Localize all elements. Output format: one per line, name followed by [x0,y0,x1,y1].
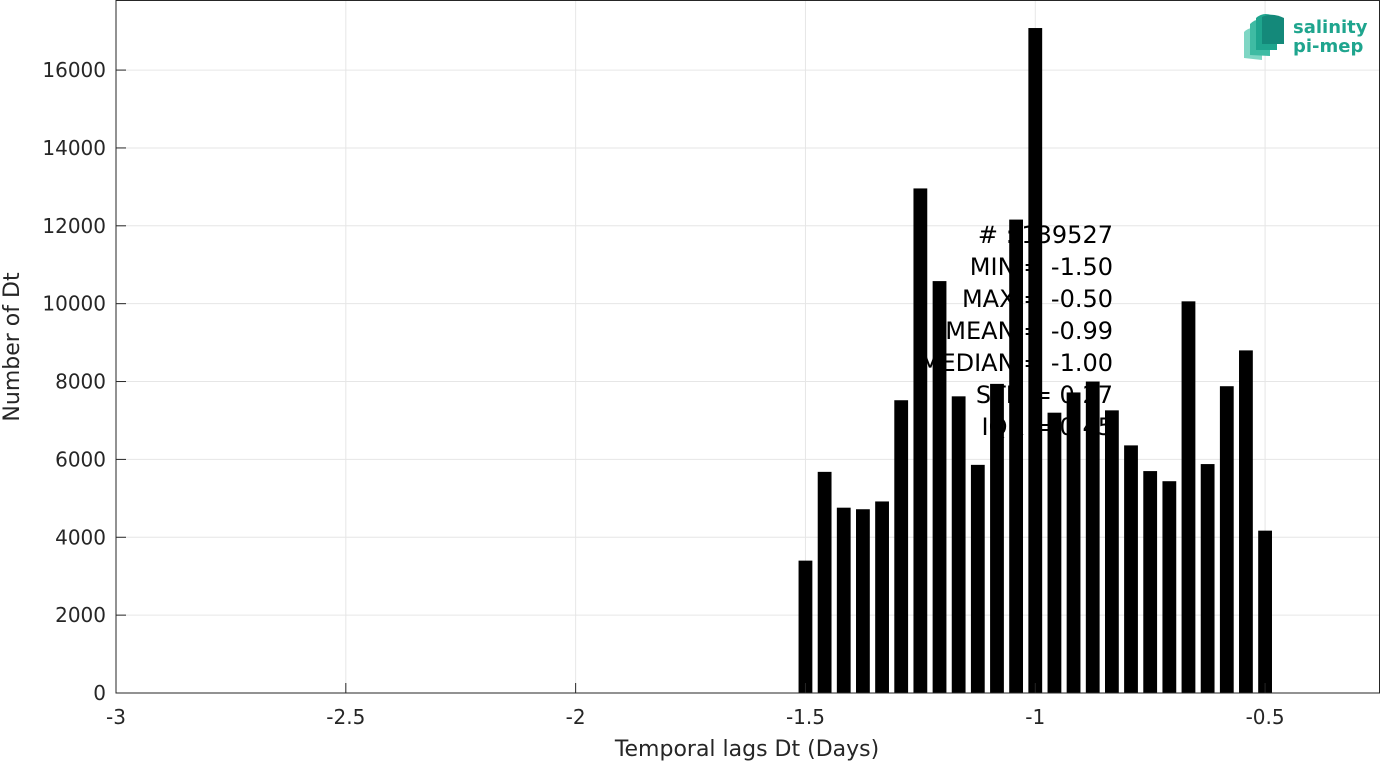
histogram-bar [913,188,928,693]
histogram-bar [1162,481,1177,693]
stats-line: MAX = -0.50 [962,285,1113,313]
stats-line: MEDIAN = -1.00 [920,349,1113,377]
logo-line-1: salinity [1293,17,1368,38]
histogram-bar [970,464,985,693]
grid-lines [115,0,1380,694]
y-axis-label: Number of Dt [0,272,25,422]
y-tick-label: 0 [93,681,106,705]
histogram-bar [1200,464,1215,693]
x-tick-label: -2 [566,705,586,729]
histogram-bar [817,471,832,693]
histogram-bar [1085,381,1100,693]
histogram-bar [1047,412,1062,693]
x-tick-label: -2.5 [326,705,365,729]
histogram-bar [1028,28,1043,694]
waves-icon [1244,14,1284,60]
histogram-bar [1009,219,1024,693]
logo: salinity pi-mep [1244,14,1368,60]
histogram-bar [1066,392,1081,693]
histogram-bar [1239,350,1253,693]
y-tick-label: 2000 [55,603,106,627]
histogram-bar [1143,471,1158,693]
histogram-bar [856,509,870,693]
y-tick-label: 10000 [42,292,106,316]
x-tick-label: -0.5 [1246,705,1285,729]
y-tick-label: 16000 [42,58,106,82]
stats-line: MEAN = -0.99 [945,317,1113,345]
histogram-bar [990,383,1004,693]
bars [798,28,1272,694]
logo-line-2: pi-mep [1293,36,1363,57]
stats-line: # : 139527 [978,221,1113,249]
histogram-bar [894,400,909,693]
y-tick-label: 4000 [55,525,106,549]
histogram-bar [1219,386,1234,693]
histogram-bar [875,501,889,693]
y-tick-label: 14000 [42,136,106,160]
x-tick-label: -1 [1025,705,1045,729]
stats-box: # : 139527 MIN = -1.50 MAX = -0.50 MEAN = -… [920,221,1113,441]
y-tick-labels: 0 2000 4000 6000 8000 10000 12000 14000 16000 [42,58,106,705]
y-tick-label: 8000 [55,370,106,394]
x-axis-label: Temporal lags Dt (Days) [614,737,879,762]
stats-line: IQR = 0.45 [982,413,1113,441]
x-tick-label: -1.5 [786,705,825,729]
histogram-bar [798,560,813,693]
histogram-bar [951,396,966,693]
histogram-bar [1104,410,1119,693]
histogram-bar [1258,530,1272,693]
y-tick-label: 12000 [42,214,106,238]
x-tick-labels: -3 -2.5 -2 -1.5 -1 -0.5 [106,705,1285,729]
histogram-bar [1181,301,1196,693]
histogram-bar [932,281,947,693]
x-tick-label: -3 [106,705,126,729]
histogram-bar [1124,445,1138,693]
axis-ticks [115,69,1266,694]
histogram-bar [836,507,851,693]
stats-line: STD = 0.27 [976,381,1113,409]
y-tick-label: 6000 [55,447,106,471]
stats-line: MIN = -1.50 [970,253,1113,281]
